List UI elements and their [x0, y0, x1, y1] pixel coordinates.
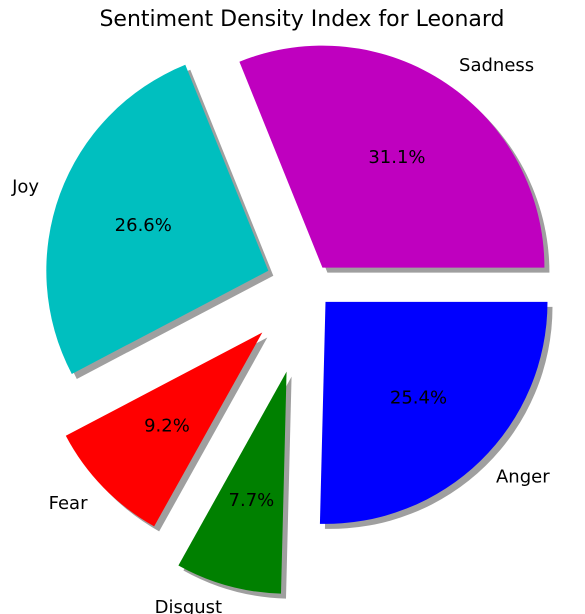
slice-label-disgust: Disgust	[155, 597, 223, 614]
slice-percent-joy: 26.6%	[115, 215, 172, 236]
slice-label-fear: Fear	[49, 493, 88, 514]
slice-joy	[46, 64, 269, 374]
slice-label-anger: Anger	[496, 467, 550, 488]
chart-title: Sentiment Density Index for Leonard	[99, 7, 504, 32]
slice-labels: Sadness 31.1% Joy 26.6% Fear 9.2% Disgust 7.7% A…	[11, 55, 550, 614]
slice-disgust	[178, 371, 287, 594]
slice-anger	[319, 301, 548, 524]
slice-percent-anger: 25.4%	[390, 387, 447, 408]
slice-percent-fear: 9.2%	[144, 415, 190, 436]
slice-sadness	[239, 45, 545, 268]
slice-wedges	[46, 45, 548, 594]
slice-fear	[65, 332, 263, 527]
slice-percent-disgust: 7.7%	[229, 490, 275, 511]
slice-percent-sadness: 31.1%	[368, 147, 425, 168]
slice-label-joy: Joy	[11, 177, 39, 198]
slice-label-sadness: Sadness	[459, 55, 534, 76]
